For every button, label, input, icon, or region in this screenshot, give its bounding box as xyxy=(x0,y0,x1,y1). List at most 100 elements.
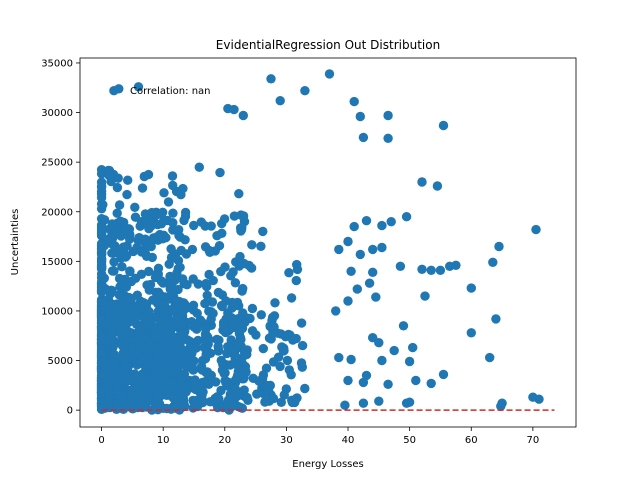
scatter-point xyxy=(131,319,142,329)
scatter-point xyxy=(279,346,289,356)
scatter-point xyxy=(213,341,223,352)
scatter-point xyxy=(208,308,218,319)
scatter-point xyxy=(109,241,119,251)
scatter-point xyxy=(167,377,177,388)
scatter-point xyxy=(117,262,127,272)
scatter-point xyxy=(96,199,107,209)
scatter-point xyxy=(208,275,218,286)
scatter-point-outlier xyxy=(432,181,443,191)
scatter-point xyxy=(200,329,211,339)
scatter-point-outlier xyxy=(229,104,239,115)
scatter-point xyxy=(107,266,118,276)
scatter-point xyxy=(144,395,154,405)
scatter-point-outlier xyxy=(466,283,476,293)
scatter-point xyxy=(216,300,227,311)
scatter-point xyxy=(123,175,133,185)
scatter-point xyxy=(291,394,301,404)
scatter-point xyxy=(101,381,112,392)
scatter-point xyxy=(114,273,125,284)
y-tick-label: 30000 xyxy=(41,108,73,119)
scatter-point-outlier xyxy=(355,111,365,122)
scatter-point xyxy=(159,188,169,198)
scatter-point-outlier xyxy=(466,328,476,338)
scatter-point xyxy=(141,313,151,323)
scatter-point xyxy=(180,235,190,245)
chart-title: EvidentialRegression Out Distribution xyxy=(216,38,440,52)
scatter-point xyxy=(157,322,167,332)
scatter-point xyxy=(200,221,210,231)
scatter-point-outlier xyxy=(343,296,353,306)
scatter-point-outlier xyxy=(408,342,418,353)
scatter-point xyxy=(142,251,152,261)
scatter-point xyxy=(136,269,147,279)
scatter-point-outlier xyxy=(324,69,335,79)
scatter-point xyxy=(187,317,197,327)
scatter-point-outlier xyxy=(334,244,344,255)
scatter-point-outlier xyxy=(343,236,353,247)
scatter-point-outlier xyxy=(346,354,356,365)
scatter-point xyxy=(205,247,215,257)
scatter-point xyxy=(96,404,107,414)
scatter-point xyxy=(188,274,198,284)
scatter-point xyxy=(227,313,237,323)
scatter-point xyxy=(225,360,235,370)
scatter-point xyxy=(117,308,127,318)
scatter-point xyxy=(96,314,107,324)
scatter-point xyxy=(109,257,119,267)
scatter-point xyxy=(106,337,116,347)
scatter-point xyxy=(286,370,296,380)
scatter-point xyxy=(270,298,280,308)
scatter-point xyxy=(146,382,157,392)
scatter-point xyxy=(269,322,279,332)
y-tick-label: 20000 xyxy=(41,207,73,218)
scatter-point xyxy=(130,212,141,222)
scatter-point-outlier xyxy=(349,221,359,232)
scatter-point xyxy=(115,216,126,226)
scatter-point xyxy=(96,263,107,274)
scatter-point xyxy=(205,370,215,380)
scatter-point xyxy=(128,384,138,394)
scatter-point xyxy=(114,290,124,300)
scatter-point xyxy=(121,358,132,369)
scatter-point xyxy=(237,353,247,363)
scatter-point-outlier xyxy=(133,82,144,92)
scatter-point xyxy=(188,395,198,406)
x-tick-label: 60 xyxy=(465,435,478,446)
scatter-point xyxy=(238,283,248,294)
scatter-point xyxy=(171,393,181,404)
scatter-point-outlier xyxy=(389,345,399,356)
scatter-point xyxy=(156,276,166,286)
scatter-point xyxy=(118,242,129,252)
scatter-point xyxy=(155,290,166,300)
scatter-point xyxy=(122,189,132,200)
scatter-point-outlier xyxy=(488,257,498,267)
scatter-point xyxy=(113,173,123,183)
scatter-point-outlier xyxy=(494,241,504,252)
scatter-point xyxy=(144,266,154,277)
scatter-point xyxy=(164,259,174,269)
scatter-point xyxy=(158,232,168,242)
scatter-point xyxy=(144,320,154,331)
scatter-point-outlier xyxy=(531,224,541,235)
scatter-point xyxy=(130,202,140,212)
scatter-point-outlier xyxy=(300,86,310,96)
scatter-point xyxy=(170,275,180,285)
scatter-point-outlier xyxy=(374,338,384,348)
scatter-point-outlier xyxy=(438,120,449,131)
scatter-point-outlier xyxy=(404,397,415,407)
scatter-point xyxy=(138,370,149,380)
scatter-point xyxy=(214,241,225,251)
scatter-point xyxy=(205,397,215,407)
scatter-point-outlier xyxy=(355,249,365,260)
scatter-point xyxy=(120,374,130,384)
scatter-point-outlier xyxy=(238,110,248,121)
scatter-point xyxy=(135,337,145,348)
scatter-point xyxy=(125,266,135,276)
scatter-point xyxy=(178,373,188,384)
scatter-point xyxy=(153,219,163,230)
scatter-point-outlier xyxy=(485,352,495,363)
scatter-point xyxy=(114,249,125,259)
scatter-point xyxy=(178,400,188,410)
scatter-point-outlier xyxy=(343,375,353,386)
scatter-point xyxy=(104,311,115,321)
